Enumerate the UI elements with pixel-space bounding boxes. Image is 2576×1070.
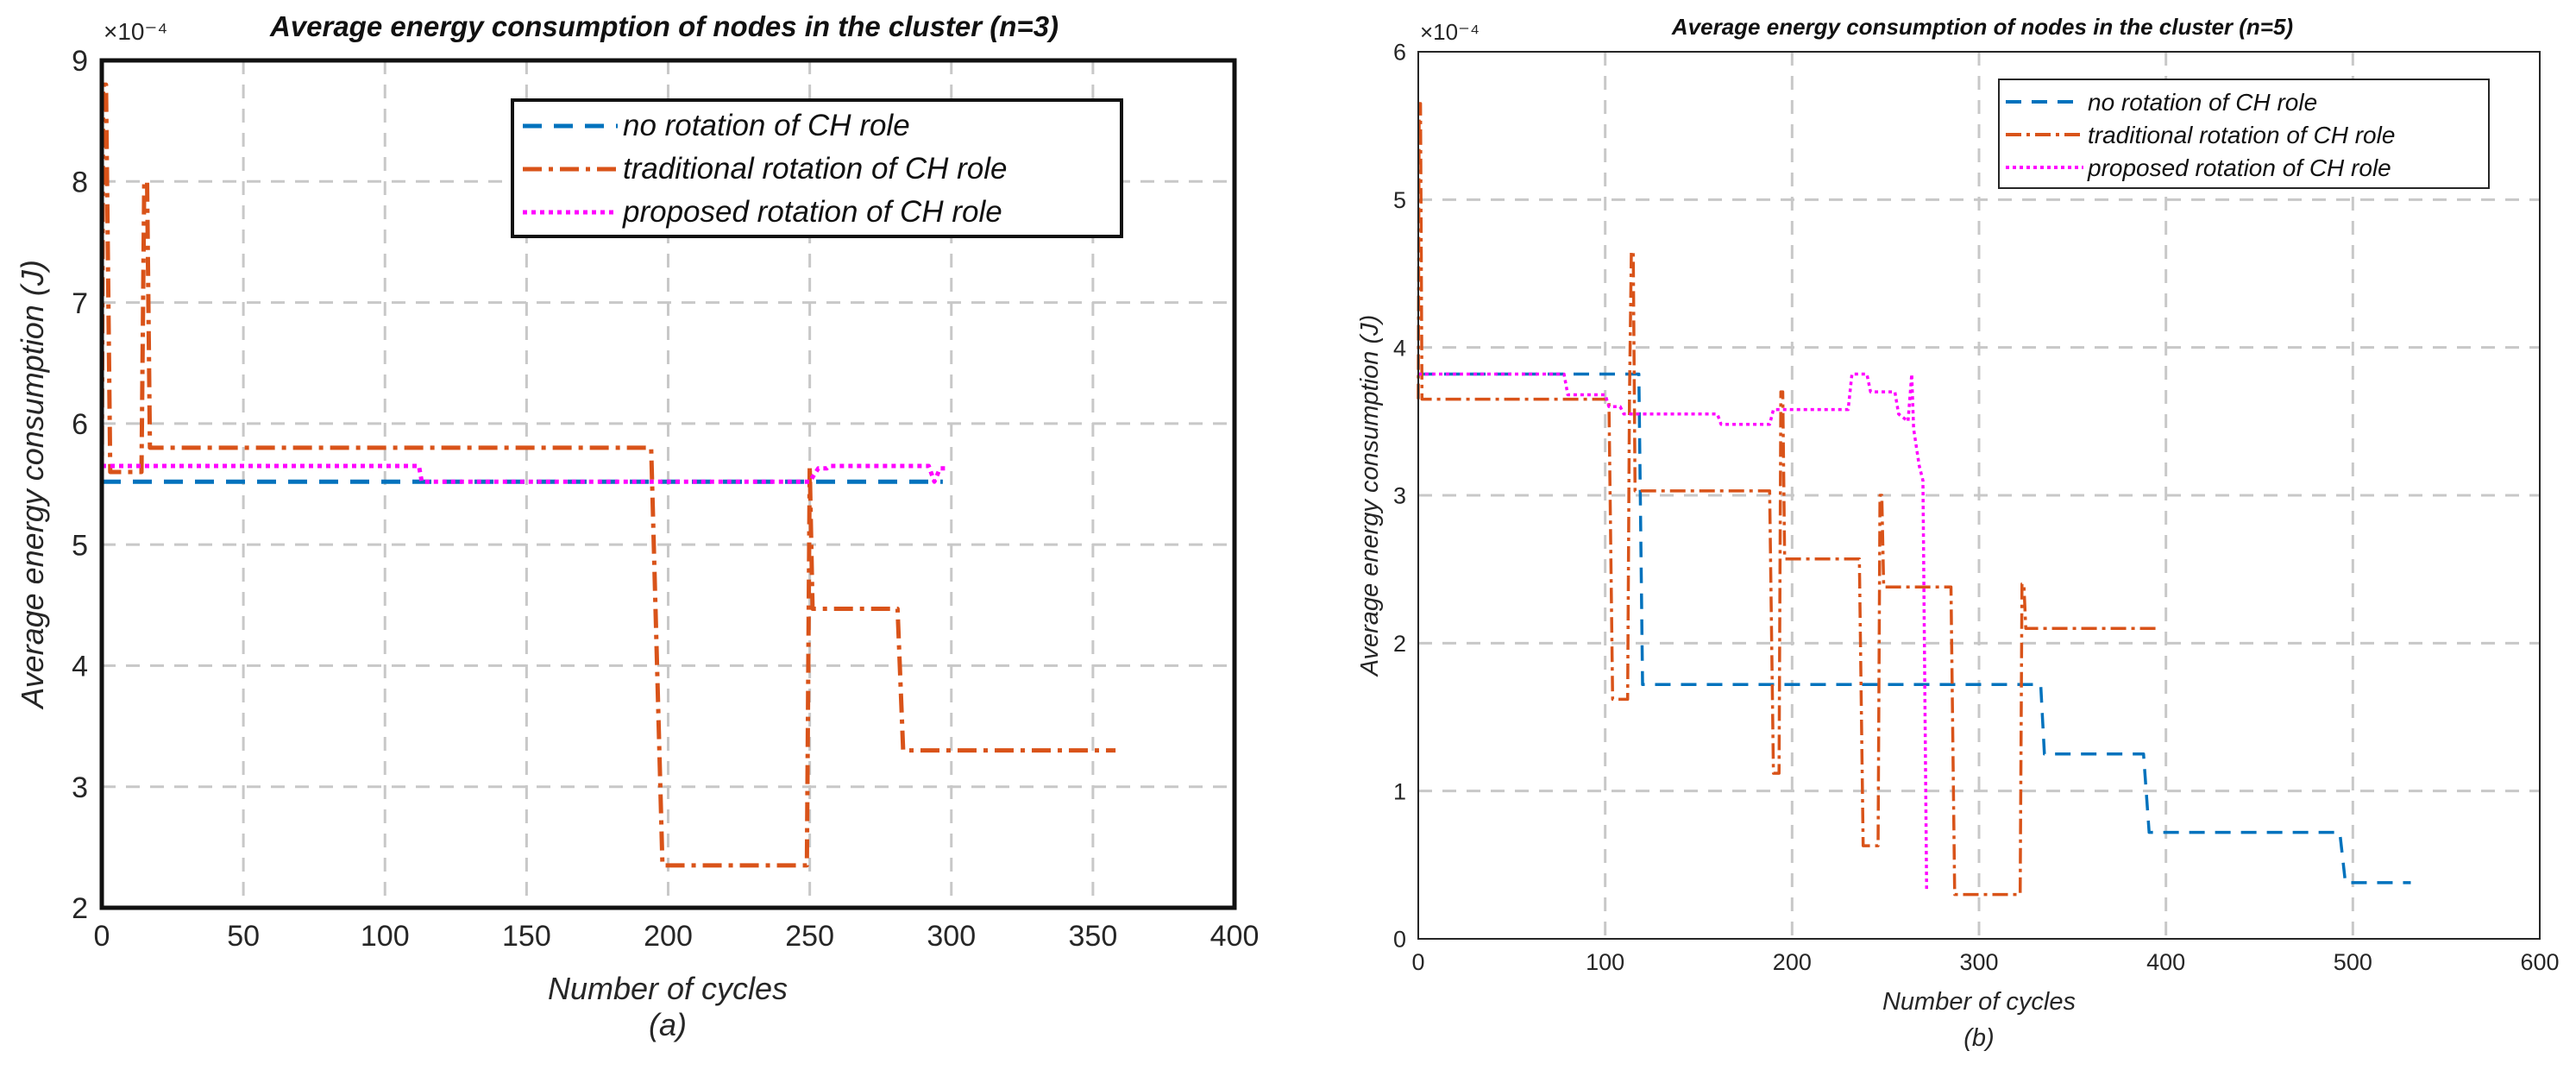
x-axis-label-b: Number of cycles	[1882, 988, 2076, 1016]
legend-label-a-2: proposed rotation of CH role	[622, 195, 1002, 229]
x-tick-label-b-2: 200	[1773, 949, 1812, 975]
series-line-a-2	[102, 463, 946, 484]
y-tick-label-b-2: 2	[1393, 631, 1406, 657]
x-tick-label-a-5: 250	[785, 920, 834, 953]
x-tick-label-a-0: 0	[94, 920, 110, 953]
y-tick-label-a-1: 3	[72, 771, 88, 804]
plot-frame-b	[1417, 51, 2541, 940]
legend-label-b-2: proposed rotation of CH role	[2087, 154, 2391, 181]
y-tick-label-b-1: 1	[1393, 778, 1406, 804]
x-tick-label-a-8: 400	[1210, 920, 1260, 953]
legend-label-a-1: traditional rotation of CH role	[623, 152, 1008, 186]
y-axis-label-b: Average energy consumption (J)	[1356, 315, 1384, 678]
x-tick-label-a-3: 150	[502, 920, 551, 953]
y-tick-label-a-5: 7	[72, 287, 88, 320]
legend-label-b-1: traditional rotation of CH role	[2088, 122, 2395, 148]
series-line-b-2	[1418, 372, 1929, 892]
caption-b: (b)	[1963, 1024, 1994, 1052]
y-tick-label-a-4: 6	[72, 408, 88, 441]
y-tick-label-b-6: 6	[1393, 40, 1406, 66]
series-line-b-1	[1417, 102, 2157, 897]
y-axis-label-a: Average energy consumption (J)	[15, 260, 50, 710]
series-line-b-0	[1418, 372, 2411, 884]
y-ticks-b: 0 1 2 3 4 5 6	[1393, 40, 1406, 953]
x-ticks-b: 0 100 200 300 400 500 600	[1411, 949, 2559, 975]
x-tick-label-a-6: 300	[927, 920, 976, 953]
y-tick-label-a-3: 5	[72, 529, 88, 562]
y-tick-label-a-6: 8	[72, 167, 88, 199]
legend-box-b	[1998, 79, 2490, 189]
x-tick-label-a-7: 350	[1069, 920, 1118, 953]
x-tick-label-b-1: 100	[1586, 949, 1624, 975]
x-tick-label-b-5: 500	[2334, 949, 2372, 975]
x-tick-label-b-0: 0	[1411, 949, 1424, 975]
series-lines-a	[99, 82, 1116, 868]
plot-frame-a	[99, 58, 1237, 910]
grid-b	[1418, 52, 2540, 939]
legend-a: no rotation of CH role traditional rotat…	[511, 98, 1123, 238]
chart-panel-b: Average energy consumption of nodes in t…	[1356, 14, 2560, 1052]
x-tick-label-a-1: 50	[227, 920, 260, 953]
x-tick-label-a-2: 100	[361, 920, 410, 953]
y-tick-label-a-0: 2	[72, 892, 88, 925]
y-tick-label-b-5: 5	[1393, 187, 1406, 213]
y-ticks-a: 2 3 4 5 6 7 8 9	[72, 45, 88, 925]
chart-title-b: Average energy consumption of nodes in t…	[1671, 14, 2293, 40]
y-tick-label-b-0: 0	[1393, 927, 1406, 953]
exponent-label-a: ×10⁻⁴	[104, 18, 167, 45]
x-tick-label-b-6: 600	[2520, 949, 2559, 975]
x-tick-label-a-4: 200	[644, 920, 693, 953]
exponent-label-b: ×10⁻⁴	[1420, 19, 1480, 45]
legend-b: no rotation of CH role traditional rotat…	[1998, 79, 2490, 189]
chart-title-a: Average energy consumption of nodes in t…	[269, 10, 1059, 42]
x-tick-label-b-4: 400	[2146, 949, 2185, 975]
legend-label-a-0: no rotation of CH role	[623, 109, 910, 142]
legend-label-b-0: no rotation of CH role	[2088, 89, 2317, 116]
x-tick-label-b-3: 300	[1959, 949, 1998, 975]
caption-a: (a)	[649, 1007, 687, 1042]
x-ticks-a: 0 50 100 150 200 250 300 350 400	[94, 920, 1260, 953]
y-tick-label-b-4: 4	[1393, 335, 1406, 361]
y-tick-label-a-7: 9	[72, 45, 88, 78]
chart-panel-a: Average energy consumption of nodes in t…	[15, 10, 1259, 1042]
y-tick-label-a-2: 4	[72, 651, 88, 683]
y-tick-label-b-3: 3	[1393, 483, 1406, 509]
x-axis-label-a: Number of cycles	[548, 971, 788, 1006]
series-lines-b	[1417, 102, 2411, 897]
